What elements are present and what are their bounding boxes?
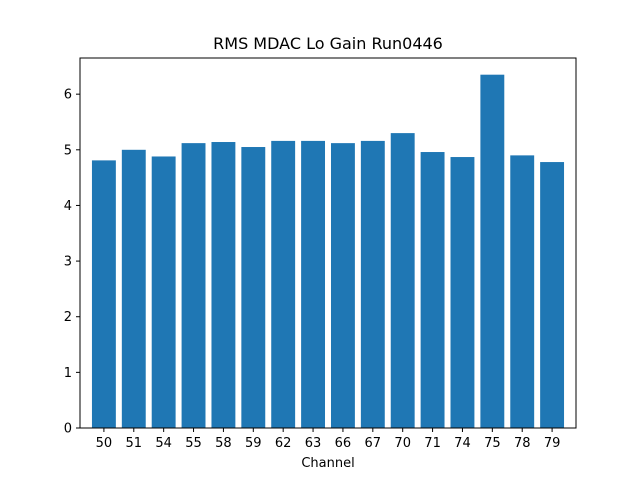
x-tick-label: 75 xyxy=(484,436,501,451)
chart-title: RMS MDAC Lo Gain Run0446 xyxy=(213,34,443,53)
bar-channel-58 xyxy=(211,142,236,428)
y-tick-label: 3 xyxy=(64,255,72,270)
x-tick-label: 79 xyxy=(544,436,561,451)
bar-channel-59 xyxy=(241,147,266,428)
y-tick-label: 5 xyxy=(64,143,72,158)
x-tick-label: 63 xyxy=(305,436,322,451)
bar-channel-62 xyxy=(271,140,296,428)
x-axis-label: Channel xyxy=(301,456,354,471)
bars-layer xyxy=(91,74,565,429)
bar-channel-54 xyxy=(151,156,176,429)
x-tick-label: 62 xyxy=(275,436,292,451)
x-tick-label: 54 xyxy=(155,436,172,451)
bar-channel-71 xyxy=(420,152,445,428)
x-tick-label: 78 xyxy=(514,436,531,451)
y-tick-label: 6 xyxy=(64,88,72,103)
y-tick-label: 1 xyxy=(64,366,72,381)
plot-frame xyxy=(79,57,577,429)
bar-channel-79 xyxy=(540,162,565,429)
bar-channel-55 xyxy=(181,143,206,428)
bar-channel-74 xyxy=(450,157,475,429)
x-axis: 50 51 54 55 58 59 62 63 66 67 70 71 74 75 78 79 xyxy=(96,428,561,451)
y-tick-label: 4 xyxy=(64,199,72,214)
x-tick-label: 51 xyxy=(126,436,143,451)
x-tick-label: 66 xyxy=(335,436,352,451)
x-tick-label: 71 xyxy=(424,436,441,451)
x-tick-label: 67 xyxy=(365,436,382,451)
bar-channel-66 xyxy=(330,143,355,428)
bar-channel-50 xyxy=(91,160,116,428)
bar-channel-67 xyxy=(360,140,385,428)
y-tick-label: 0 xyxy=(64,422,72,437)
bar-channel-51 xyxy=(121,149,146,429)
x-tick-label: 59 xyxy=(245,436,262,451)
x-tick-label: 55 xyxy=(185,436,202,451)
x-tick-label: 58 xyxy=(215,436,232,451)
y-axis: 0 1 2 3 4 5 6 xyxy=(64,88,80,437)
x-tick-label: 70 xyxy=(394,436,411,451)
x-tick-label: 74 xyxy=(454,436,471,451)
x-tick-label: 50 xyxy=(96,436,113,451)
bar-channel-75 xyxy=(480,74,505,428)
bar-channel-70 xyxy=(390,133,415,429)
y-tick-label: 2 xyxy=(64,310,72,325)
bar-channel-63 xyxy=(301,140,326,428)
bar-channel-78 xyxy=(510,155,535,428)
